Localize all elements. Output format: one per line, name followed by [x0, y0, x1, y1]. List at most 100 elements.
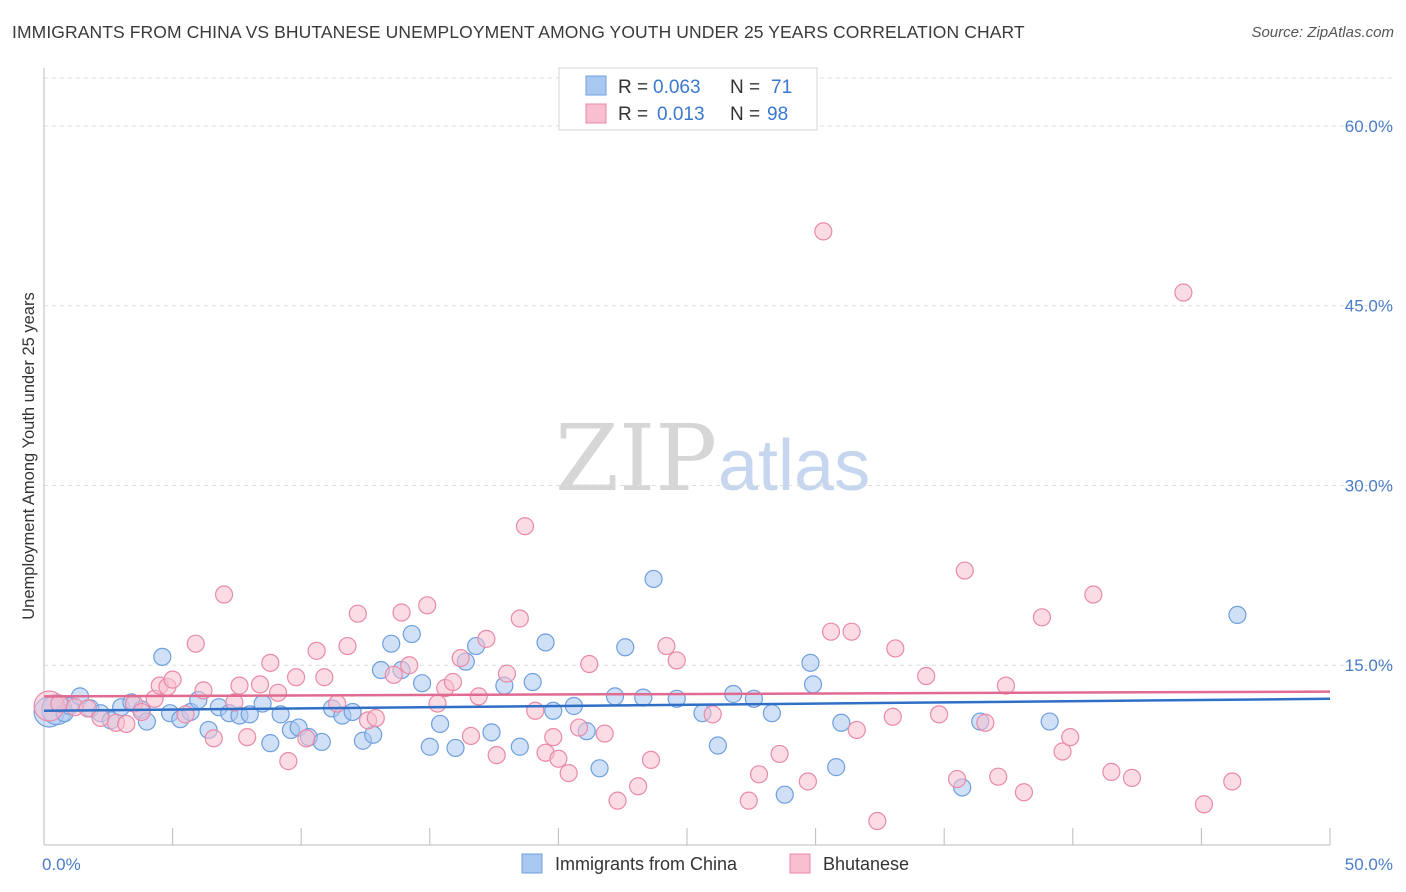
legend-r-label-blue: R = — [618, 77, 648, 98]
point-bhutanese — [798, 772, 817, 791]
point-immigrants-from-china — [827, 758, 846, 777]
bottom-legend-swatch-china — [521, 853, 543, 874]
point-immigrants-from-china — [523, 672, 542, 692]
point-immigrants-from-china — [482, 723, 501, 742]
point-immigrants-from-china — [446, 738, 465, 758]
bottom-legend-swatch-bhutanese — [789, 853, 811, 874]
point-bhutanese — [286, 668, 306, 687]
point-immigrants-from-china — [644, 569, 663, 589]
point-bhutanese — [315, 668, 334, 687]
point-bhutanese — [392, 603, 411, 622]
point-immigrants-from-china — [708, 736, 727, 755]
point-immigrants-from-china — [382, 634, 401, 653]
point-bhutanese — [91, 708, 110, 728]
y-tick-labels: 15.0% 30.0% 45.0% 60.0% — [1345, 117, 1393, 675]
point-bhutanese — [1061, 728, 1080, 747]
legend-n-value-pink: 98 — [767, 104, 788, 125]
point-immigrants-from-china — [412, 674, 432, 693]
point-immigrants-from-china — [261, 734, 280, 753]
y-tick-label: 15.0% — [1345, 656, 1393, 675]
point-bhutanese — [976, 713, 995, 732]
point-bhutanese — [510, 609, 529, 628]
point-immigrants-from-china — [510, 737, 529, 756]
x-tick-label-max: 50.0% — [1345, 855, 1393, 874]
point-bhutanese — [400, 656, 419, 675]
point-bhutanese — [451, 648, 470, 668]
watermark-zip: ZIP — [555, 405, 717, 512]
point-immigrants-from-china — [605, 687, 625, 706]
trend-line-bhutanese — [43, 690, 1331, 698]
point-immigrants-from-china — [801, 653, 820, 672]
y-tick-label: 60.0% — [1345, 117, 1393, 136]
point-bhutanese — [868, 811, 887, 831]
point-bhutanese — [770, 744, 789, 764]
point-bhutanese — [629, 777, 648, 796]
point-bhutanese — [544, 728, 563, 747]
point-bhutanese — [996, 676, 1016, 695]
point-bhutanese — [428, 694, 447, 713]
point-bhutanese — [526, 701, 545, 720]
point-bhutanese — [204, 729, 223, 748]
series-legend: Immigrants from China Bhutanese — [521, 853, 909, 874]
point-immigrants-from-china — [762, 704, 781, 723]
point-immigrants-from-china — [775, 785, 794, 804]
point-bhutanese — [917, 666, 936, 686]
point-bhutanese — [443, 672, 463, 692]
legend-r-value-pink: 0.013 — [657, 104, 705, 125]
point-immigrants-from-china — [536, 633, 555, 652]
point-bhutanese — [307, 641, 326, 660]
point-bhutanese — [641, 750, 661, 770]
point-bhutanese — [657, 636, 676, 656]
point-bhutanese — [214, 585, 234, 604]
point-bhutanese — [947, 769, 967, 789]
point-bhutanese — [739, 791, 758, 810]
x-tick-label-min: 0.0% — [42, 855, 81, 874]
point-bhutanese — [261, 653, 280, 672]
point-immigrants-from-china — [402, 624, 421, 644]
legend-n-label-pink: N = — [730, 104, 760, 125]
point-bhutanese — [883, 707, 902, 726]
series-bhutanese — [33, 222, 1242, 831]
point-bhutanese — [580, 654, 599, 674]
source-label: Source: ZipAtlas.com — [1251, 24, 1394, 41]
bottom-legend-label-bhutanese: Bhutanese — [823, 854, 909, 874]
trend-line-immigrants-from-china — [43, 697, 1331, 713]
point-bhutanese — [132, 702, 151, 722]
point-immigrants-from-china — [271, 705, 290, 724]
point-bhutanese — [117, 714, 136, 734]
point-bhutanese — [250, 675, 270, 694]
point-immigrants-from-china — [803, 675, 823, 694]
point-immigrants-from-china — [430, 714, 450, 734]
point-bhutanese — [225, 693, 244, 712]
point-immigrants-from-china — [343, 702, 362, 722]
watermark-atlas: atlas — [718, 426, 870, 506]
point-bhutanese — [821, 622, 841, 641]
point-bhutanese — [515, 517, 535, 536]
point-immigrants-from-china — [1228, 605, 1247, 625]
point-bhutanese — [814, 222, 833, 241]
point-bhutanese — [1174, 283, 1193, 302]
point-bhutanese — [384, 665, 403, 684]
chart-title: IMMIGRANTS FROM CHINA VS BHUTANESE UNEMP… — [12, 22, 1025, 42]
x-axis-ticks — [172, 828, 1331, 845]
point-bhutanese — [749, 765, 769, 784]
point-bhutanese — [842, 622, 861, 641]
point-bhutanese — [569, 718, 589, 737]
legend-swatch-pink — [585, 103, 607, 124]
y-tick-label: 45.0% — [1345, 297, 1393, 316]
gridlines — [44, 77, 1395, 666]
point-bhutanese — [929, 705, 949, 724]
point-bhutanese — [549, 749, 568, 768]
point-bhutanese — [268, 683, 288, 702]
point-immigrants-from-china — [153, 647, 172, 666]
point-bhutanese — [238, 728, 257, 747]
point-bhutanese — [1194, 795, 1214, 814]
point-bhutanese — [1032, 608, 1052, 627]
point-bhutanese — [1053, 742, 1072, 761]
point-bhutanese — [328, 694, 347, 713]
legend-swatch-blue — [585, 75, 607, 96]
point-bhutanese — [1223, 772, 1242, 791]
point-immigrants-from-china — [1040, 712, 1059, 731]
point-bhutanese — [461, 726, 481, 746]
